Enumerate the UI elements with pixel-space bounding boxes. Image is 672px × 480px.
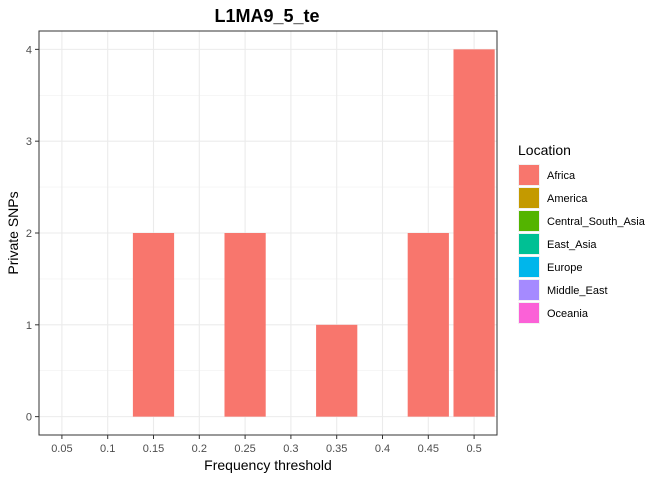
x-tick-label: 0.15 xyxy=(143,443,164,455)
x-tick-label: 0.45 xyxy=(418,443,439,455)
legend-item: Africa xyxy=(518,164,576,186)
x-tick-label: 0.05 xyxy=(51,443,72,455)
legend-label: East_Asia xyxy=(547,239,597,251)
y-tick-label: 2 xyxy=(26,228,32,240)
legend-item: East_Asia xyxy=(518,233,597,255)
y-tick-label: 0 xyxy=(26,412,32,424)
legend: Location Africa America Central_South_Asia… xyxy=(518,142,646,324)
legend-items: Africa America Central_South_Asia East_Asia… xyxy=(518,164,646,324)
x-tick-label: 0.1 xyxy=(100,443,115,455)
x-axis-title: Frequency threshold xyxy=(204,457,332,473)
chart-title: L1MA9_5_te xyxy=(214,6,319,26)
y-axis: 0 1 2 3 4 xyxy=(26,44,39,424)
bar xyxy=(453,49,495,417)
bars xyxy=(132,49,495,417)
x-tick-label: 0.2 xyxy=(192,443,207,455)
bar xyxy=(132,233,175,417)
y-tick-label: 4 xyxy=(26,44,32,56)
bar xyxy=(224,233,266,417)
legend-item: Europe xyxy=(518,256,582,278)
y-axis-title: Private SNPs xyxy=(5,191,21,274)
legend-item: Oceania xyxy=(518,302,589,324)
legend-swatch xyxy=(519,303,539,323)
y-tick-label: 1 xyxy=(26,320,32,332)
legend-item: America xyxy=(518,187,588,209)
legend-swatch xyxy=(519,257,539,277)
legend-swatch xyxy=(519,211,539,231)
legend-swatch xyxy=(519,188,539,208)
bar xyxy=(316,324,358,417)
y-tick-label: 3 xyxy=(26,136,32,148)
legend-swatch xyxy=(519,280,539,300)
legend-item: Middle_East xyxy=(518,279,608,301)
legend-item: Central_South_Asia xyxy=(518,210,646,232)
bar xyxy=(407,233,449,417)
legend-label: Oceania xyxy=(547,308,589,320)
legend-title: Location xyxy=(518,142,571,158)
legend-label: Africa xyxy=(547,170,576,182)
legend-label: Middle_East xyxy=(547,285,608,297)
x-tick-label: 0.5 xyxy=(466,443,481,455)
legend-swatch xyxy=(519,234,539,254)
legend-label: America xyxy=(547,193,588,205)
x-tick-label: 0.4 xyxy=(375,443,390,455)
legend-swatch xyxy=(519,165,539,185)
legend-label: Central_South_Asia xyxy=(547,216,646,228)
x-tick-label: 0.3 xyxy=(283,443,298,455)
x-tick-label: 0.25 xyxy=(234,443,255,455)
x-axis: 0.05 0.1 0.15 0.2 0.25 0.3 0.35 0.4 0.45 0.5 xyxy=(51,435,482,455)
x-tick-label: 0.35 xyxy=(326,443,347,455)
legend-label: Europe xyxy=(547,262,582,274)
